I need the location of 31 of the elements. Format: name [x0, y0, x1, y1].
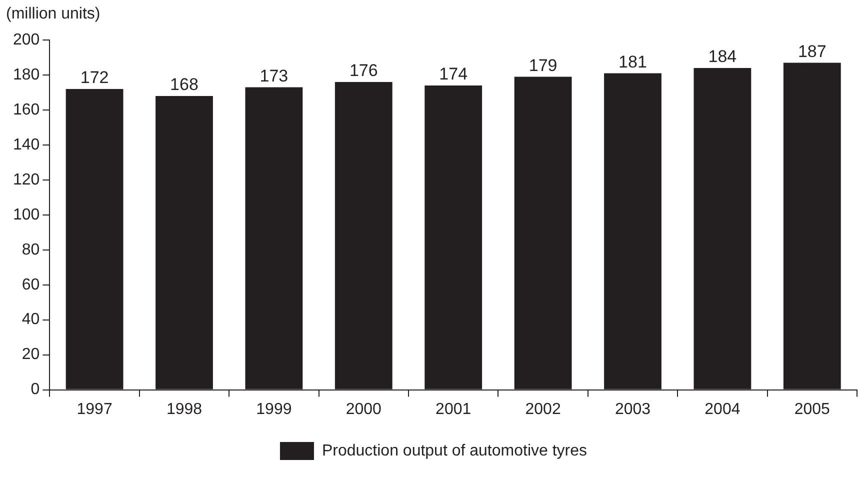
y-tick-label: 40 [22, 311, 40, 328]
data-label: 174 [439, 64, 468, 84]
y-tick-label: 200 [12, 31, 40, 48]
data-label: 184 [708, 47, 737, 66]
y-tick-label: 140 [12, 136, 40, 154]
data-label: 176 [349, 61, 378, 80]
x-tick-label: 2000 [346, 400, 382, 418]
y-tick-label: 60 [22, 276, 40, 294]
data-label: 172 [80, 68, 109, 88]
data-label: 181 [618, 52, 647, 72]
x-tick-label: 2004 [704, 400, 740, 418]
y-tick-label: 0 [30, 381, 40, 398]
x-tick-label: 2001 [436, 400, 472, 418]
x-tick-label: 2002 [525, 400, 561, 418]
x-tick-label: 1997 [76, 400, 112, 418]
y-axis-title: (million units) [6, 5, 100, 22]
data-label: 179 [528, 56, 558, 75]
data-label: 168 [170, 75, 198, 94]
x-tick-label: 2003 [614, 400, 651, 418]
x-tick-label: 1999 [256, 400, 292, 418]
y-tick-label: 100 [12, 206, 40, 224]
x-tick-label: 2005 [794, 400, 830, 418]
y-tick-label: 80 [22, 241, 40, 258]
y-tick-label: 160 [12, 101, 40, 118]
y-tick-label: 180 [12, 66, 40, 84]
y-tick-label: 20 [22, 346, 40, 364]
y-tick-label: 120 [12, 171, 40, 188]
data-label: 173 [260, 66, 288, 86]
legend-label: Production output of automotive tyres [322, 442, 588, 460]
x-tick-label: 1998 [166, 400, 202, 418]
data-label: 187 [798, 42, 826, 61]
